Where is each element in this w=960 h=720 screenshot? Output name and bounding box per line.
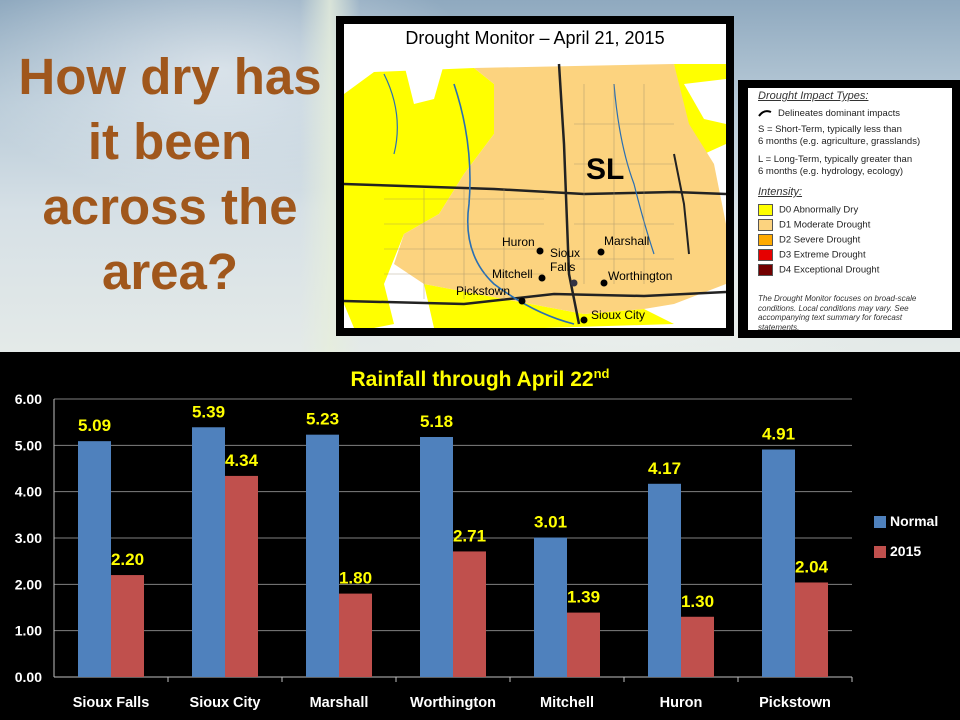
data-label: 4.34: [225, 451, 259, 470]
legend-label-2015: 2015: [890, 543, 922, 559]
intensity-label: D4 Exceptional Drought: [779, 264, 880, 276]
intensity-label: D2 Severe Drought: [779, 234, 861, 246]
intensity-item: D2 Severe Drought: [758, 234, 946, 246]
legend-item-2015: 2015: [874, 542, 938, 560]
bar-normal: [78, 441, 111, 677]
category-label: Huron: [660, 695, 703, 711]
rainfall-bar-chart: 0.00 1.00 2.00 3.00 4.00 5.00 6.00 5.09 2.20 Siou…: [15, 391, 853, 711]
bar-2015: [339, 593, 372, 677]
y-tick-label: 0.00: [15, 669, 42, 685]
intensity-header: Intensity:: [758, 186, 803, 198]
data-label: 1.39: [567, 588, 600, 607]
drought-legend: Drought Impact Types: Delineates dominan…: [748, 88, 952, 330]
map-title: Drought Monitor – April 21, 2015: [405, 28, 665, 48]
legend-swatch-2015: [874, 546, 886, 559]
bar-2015: [453, 551, 486, 677]
bar-2015: [111, 575, 144, 677]
intensity-swatch: [758, 249, 773, 261]
impact-curve-icon: [758, 110, 772, 117]
y-tick-label: 3.00: [15, 530, 42, 546]
impact-line: 6 months (e.g. agriculture, grasslands): [758, 136, 921, 147]
bar-normal: [306, 434, 339, 677]
category-label: Mitchell: [540, 695, 594, 711]
data-label: 5.09: [78, 416, 111, 435]
data-label: 2.71: [453, 526, 486, 545]
map-city-label: Pickstown: [456, 284, 510, 298]
y-tick-label: 2.00: [15, 576, 42, 592]
intensity-label: D1 Moderate Drought: [779, 219, 871, 231]
category-label: Marshall: [310, 695, 369, 711]
data-label: 3.01: [534, 513, 567, 532]
chart-title-text: Rainfall through April 22: [350, 368, 594, 391]
y-tick-label: 4.00: [15, 484, 42, 500]
bar-normal: [648, 483, 681, 677]
intensity-label: D3 Extreme Drought: [779, 249, 866, 261]
intensity-item: D0 Abnormally Dry: [758, 204, 946, 216]
impact-line: 6 months (e.g. hydrology, ecology): [758, 166, 904, 177]
map-city-label: Huron: [502, 235, 535, 249]
intensity-swatch: [758, 264, 773, 276]
drought-map: SL Huron Marshall Sioux Falls Mitchel: [344, 24, 726, 328]
map-city-label: Sioux City: [591, 308, 645, 322]
bar-normal: [762, 449, 795, 677]
legend-label-normal: Normal: [890, 513, 939, 529]
bar-2015: [567, 612, 600, 677]
legend-swatch-normal: [874, 516, 886, 529]
category-label: Pickstown: [759, 695, 831, 711]
headline-line: it been: [87, 113, 253, 170]
intensity-item: D1 Moderate Drought: [758, 219, 946, 231]
bar-normal: [192, 427, 225, 677]
chart-legend: Normal 2015: [874, 512, 938, 572]
map-city-label: Sioux: [550, 246, 580, 260]
headline: How dry has it been across the area?: [0, 44, 340, 304]
data-label: 2.04: [795, 557, 829, 576]
headline-line: across the: [42, 178, 298, 235]
intensity-swatch: [758, 234, 773, 246]
data-label: 2.20: [111, 550, 144, 569]
data-label: 5.23: [306, 410, 339, 429]
intensity-item: D4 Exceptional Drought: [758, 264, 946, 276]
headline-line: area?: [101, 243, 239, 300]
bar-2015: [795, 582, 828, 677]
intensity-swatch: [758, 204, 773, 216]
intensity-swatch: [758, 219, 773, 231]
category-label: Worthington: [410, 695, 496, 711]
chart-title-sup: nd: [593, 366, 610, 381]
legend-item-normal: Normal: [874, 512, 938, 530]
bar-normal: [420, 436, 453, 677]
data-label: 1.30: [681, 592, 714, 611]
bar-normal: [534, 537, 567, 677]
impact-line: Delineates dominant impacts: [758, 108, 946, 119]
category-label: Sioux Falls: [73, 695, 150, 711]
bar-2015: [681, 616, 714, 677]
data-label: 4.17: [648, 459, 681, 478]
category-label: Sioux City: [190, 695, 261, 711]
y-tick-label: 6.00: [15, 391, 42, 407]
y-tick-label: 5.00: [15, 437, 42, 453]
data-label: 5.18: [420, 412, 453, 431]
map-city-label: Worthington: [608, 269, 672, 283]
impact-line-text: Delineates dominant impacts: [778, 108, 900, 119]
chart-title: Rainfall through April 22nd: [0, 366, 960, 392]
drought-map-frame: SL Huron Marshall Sioux Falls Mitchel: [336, 16, 734, 336]
data-label: 1.80: [339, 569, 372, 588]
title-area: How dry has it been across the area?: [0, 0, 960, 352]
impact-header: Drought Impact Types:: [758, 90, 869, 102]
impact-line: L = Long-Term, typically greater than: [758, 154, 913, 165]
impact-line: S = Short-Term, typically less than: [758, 124, 902, 135]
bar-2015: [225, 475, 258, 677]
map-city-label: Mitchell: [492, 267, 533, 281]
data-label: 4.91: [762, 425, 795, 444]
intensity-item: D3 Extreme Drought: [758, 249, 946, 261]
data-label: 5.39: [192, 402, 225, 421]
y-tick-label: 1.00: [15, 623, 42, 639]
intensity-label: D0 Abnormally Dry: [779, 204, 859, 216]
map-city-label: Falls: [550, 260, 575, 274]
headline-line: How dry has: [18, 48, 322, 105]
map-city-label: Marshall: [604, 234, 649, 248]
drought-map-image: SL Huron Marshall Sioux Falls Mitchel: [344, 24, 726, 328]
drought-legend-frame: Drought Impact Types: Delineates dominan…: [738, 80, 960, 338]
legend-footnote: The Drought Monitor focuses on broad-sca…: [758, 294, 917, 330]
map-region-label: SL: [586, 153, 624, 186]
